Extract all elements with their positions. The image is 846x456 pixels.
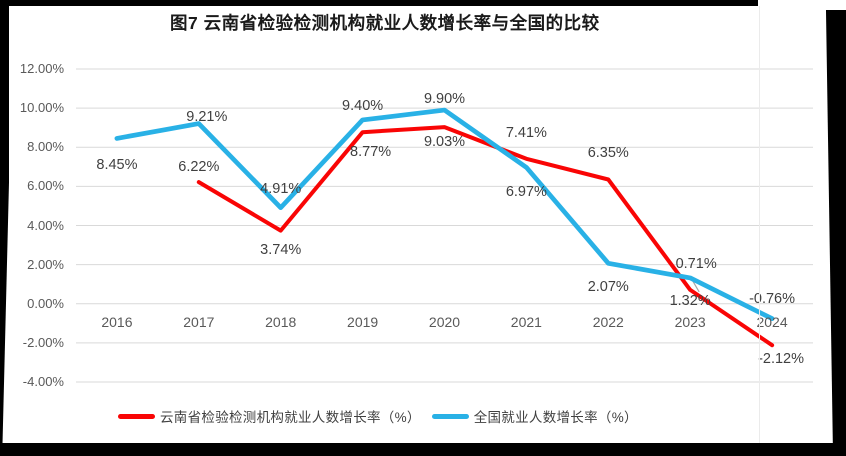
legend-swatch <box>431 413 469 419</box>
x-axis-label: 2024 <box>756 314 788 330</box>
y-tick-label: 0.00% <box>27 295 64 311</box>
x-axis-label: 2020 <box>428 314 461 330</box>
x-axis-label: 2016 <box>101 314 133 330</box>
data-label: -0.76% <box>749 290 796 307</box>
data-label: 6.22% <box>178 159 220 176</box>
legend-item-yunnan: 云南省检验检测机构就业人数增长率（%） <box>118 406 421 426</box>
x-axis-label: 2023 <box>674 314 706 330</box>
photo-border-bottom <box>0 443 846 456</box>
legend-label: 全国就业人数增长率（%） <box>473 410 638 425</box>
legend-label: 云南省检验检测机构就业人数增长率（%） <box>160 410 421 425</box>
y-tick-label: 2.00% <box>27 256 64 272</box>
y-tick-label: 8.00% <box>27 139 64 155</box>
x-axis-label: 2019 <box>347 314 379 330</box>
y-tick-label: 4.00% <box>27 217 64 233</box>
data-label: 9.40% <box>342 97 384 114</box>
data-label: 1.32% <box>669 292 711 309</box>
x-axis-label: 2022 <box>592 314 624 330</box>
legend-item-national: 全国就业人数增长率（%） <box>431 406 638 426</box>
data-label: 9.90% <box>423 91 466 108</box>
data-label: 0.71% <box>675 255 717 272</box>
x-axis-label: 2017 <box>183 314 215 330</box>
data-label: 3.74% <box>260 241 302 258</box>
y-tick-label: -4.00% <box>22 374 64 389</box>
photo-border-top <box>0 0 758 6</box>
page-edge-line <box>759 6 760 443</box>
legend-swatch <box>118 413 155 419</box>
photo-border-left <box>0 0 9 456</box>
data-label: 2.07% <box>587 279 629 296</box>
legend: 云南省检验检测机构就业人数增长率（%） 全国就业人数增长率（%） <box>118 406 638 426</box>
data-label: 6.97% <box>505 184 547 201</box>
chart-title: 图7 云南省检验检测机构就业人数增长率与全国的比较 <box>170 13 600 33</box>
x-axis-label: 2021 <box>510 314 542 330</box>
data-label: 7.41% <box>505 124 547 141</box>
y-tick-label: 6.00% <box>27 178 64 194</box>
data-label: -2.12% <box>758 351 805 368</box>
x-axis-label: 2018 <box>265 314 297 330</box>
y-tick-label: -2.00% <box>22 334 64 350</box>
y-tick-label: 10.00% <box>19 100 64 116</box>
series-line-national <box>114 107 775 321</box>
data-label: 8.45% <box>96 157 138 174</box>
data-label: 6.35% <box>587 144 629 161</box>
data-label: 4.91% <box>260 180 302 197</box>
data-label: 9.21% <box>186 108 228 125</box>
data-label: 8.77% <box>350 144 392 161</box>
y-tick-label: 12.00% <box>19 61 64 76</box>
data-label: 9.03% <box>423 134 466 151</box>
series-line-yunnan <box>196 125 775 348</box>
